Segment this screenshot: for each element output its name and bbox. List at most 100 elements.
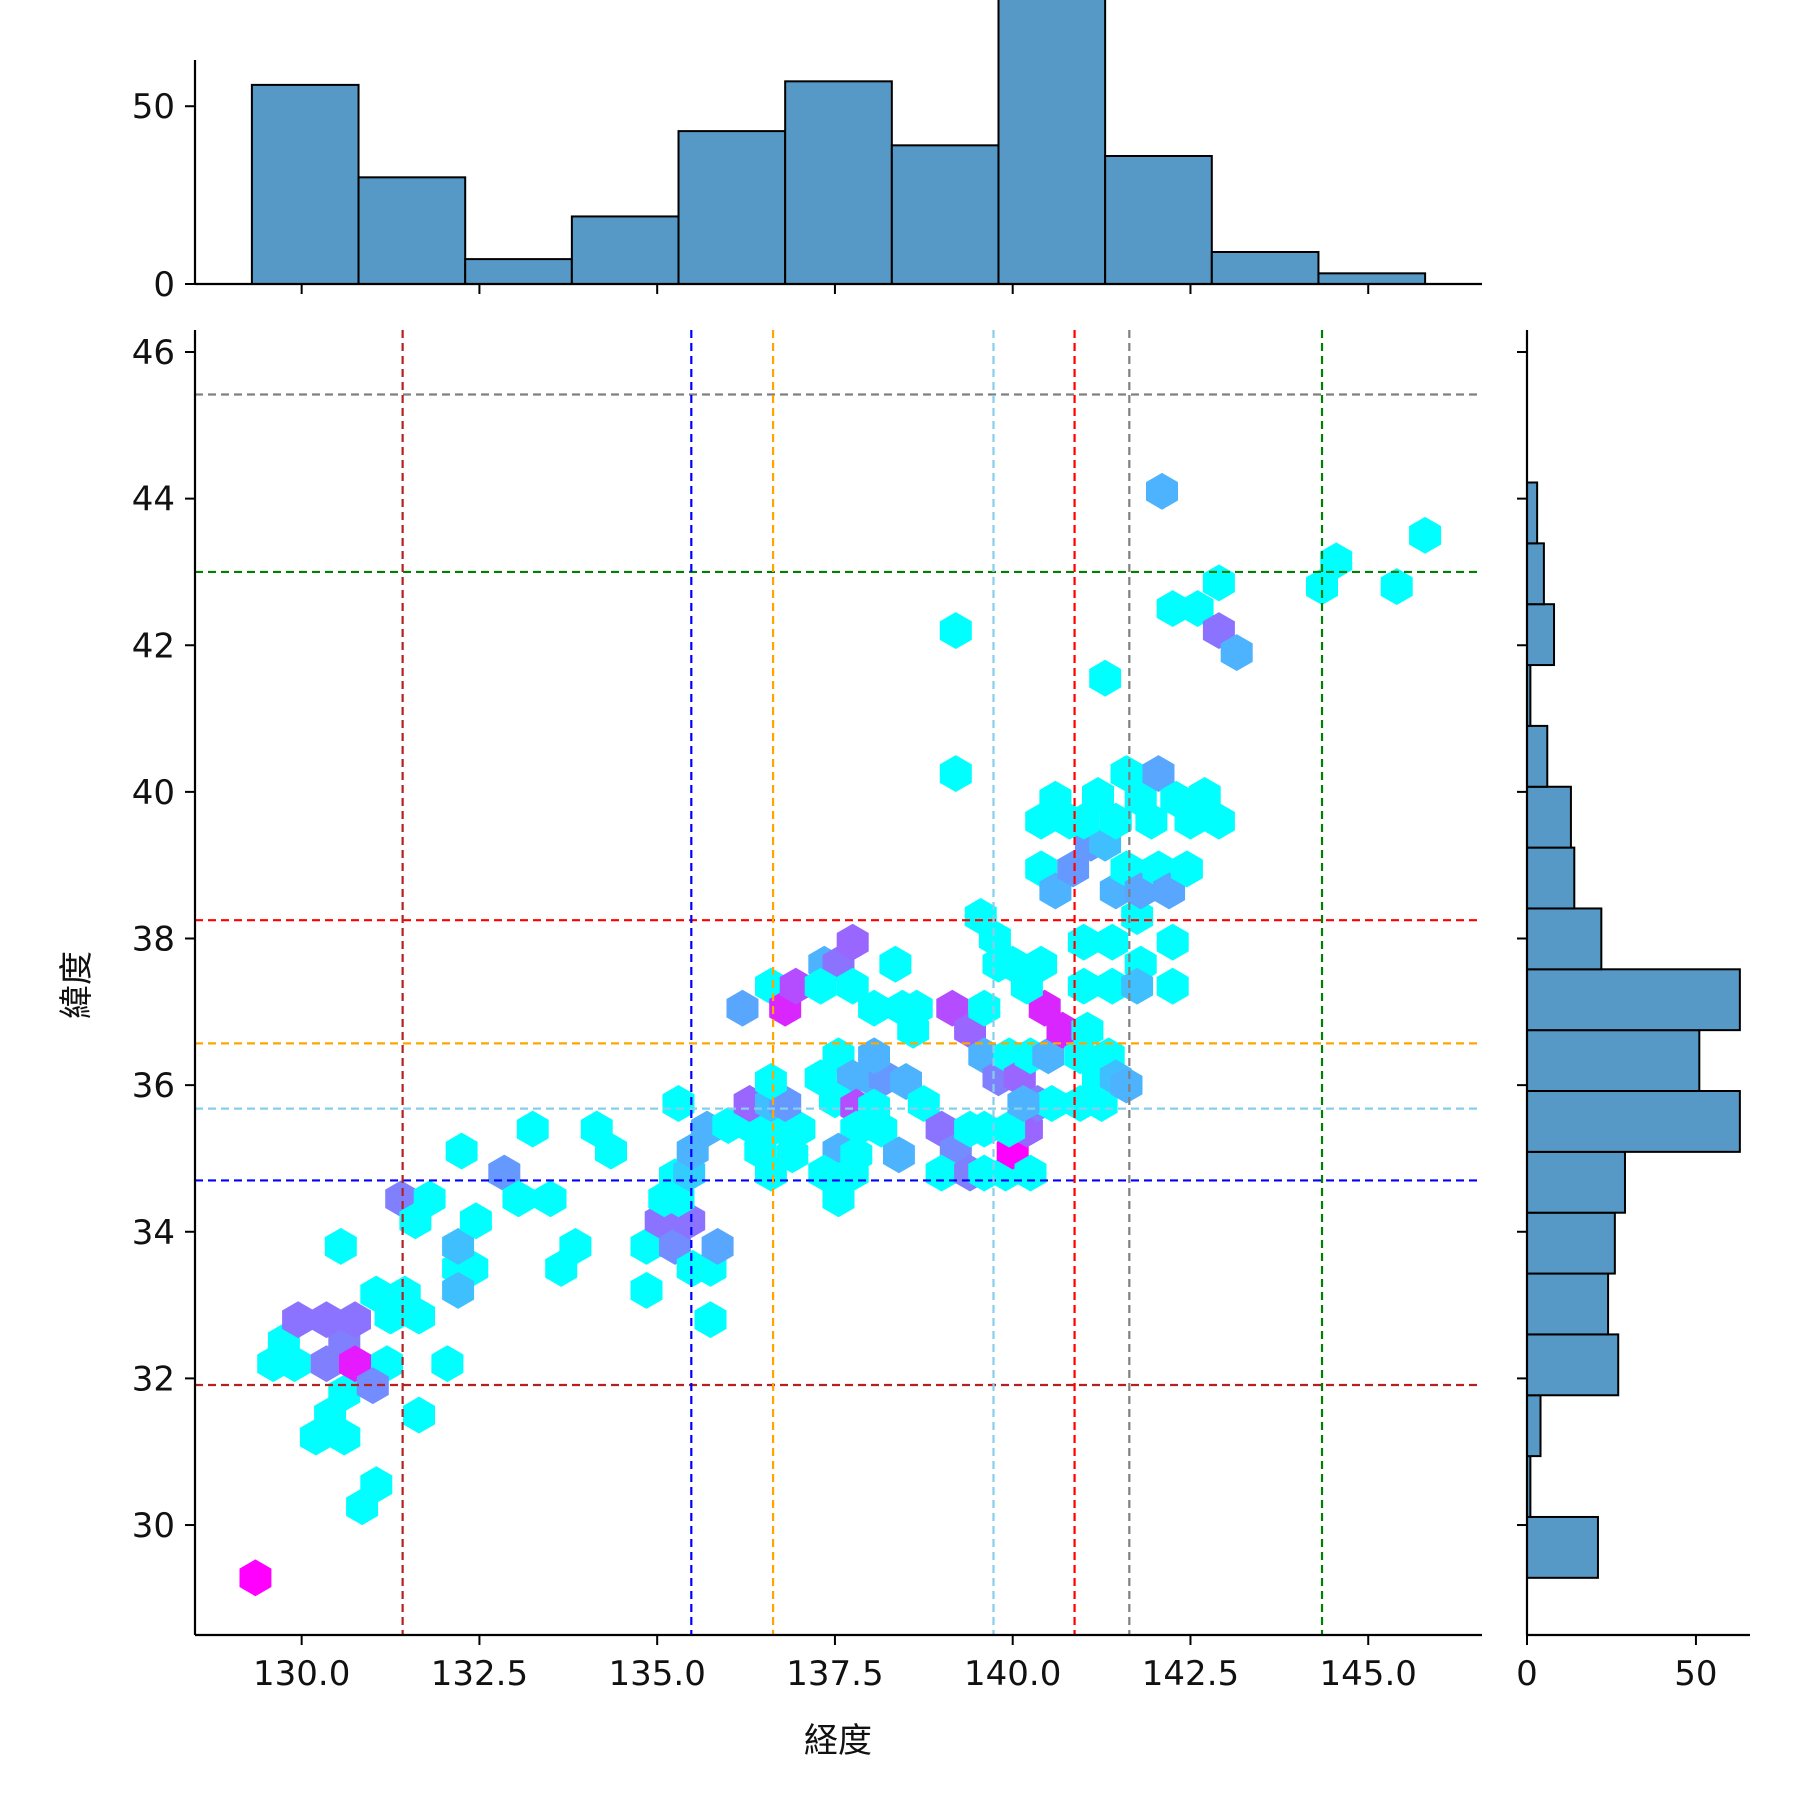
marginal-y-bar [1526,1029,1701,1093]
marginal-x-histogram: 0 50 [132,0,1482,305]
marginal-x-bar [1210,251,1320,285]
hexbin-cell [595,1132,627,1170]
hexbin-cell [338,1345,372,1383]
marginal-y-bar [1526,1150,1626,1214]
marginal-x-y-tick-label: 0 [153,265,175,305]
hexbin-cell [939,612,972,650]
marginal-y-bar [1526,1333,1620,1397]
marginal-y-x-tick-label: 0 [1516,1654,1538,1694]
hexbin-cell [442,1271,475,1309]
hexbin-cell [1007,1085,1040,1122]
joint-axes: 130.0 132.5 135.0 137.5 140.0 142.5 145.0 30 32… [57,330,1482,1761]
hexbin-cell [936,989,969,1027]
marginal-x-bar [1104,155,1213,285]
hexbin-cell [836,967,869,1005]
marginal-x-y-tick-label: 50 [132,87,175,127]
hexbin-layer [239,472,1442,1597]
hexbin-cell [1202,802,1235,840]
marginal-x-bars [250,0,1427,286]
hexbin-cell [804,967,837,1005]
hexbin-cell [239,1559,272,1597]
joint-hexbin-panel: 130.0 132.5 135.0 137.5 140.0 142.5 145.0 30 32… [57,330,1482,1761]
hexbin-cell [1170,850,1203,888]
hexbin-cell [726,989,759,1027]
x-tick-label: 130.0 [253,1654,350,1694]
hexbin-cell [1320,542,1353,580]
hexbin-cell [1202,612,1235,650]
y-tick-label: 36 [132,1066,175,1106]
marginal-x-bar [250,83,360,285]
hexbin-cell [836,923,869,961]
marginal-y-bar [1526,846,1576,910]
marginal-y-x-tick-label: 50 [1674,1654,1717,1694]
hexbin-cell [1220,634,1253,672]
marginal-x-bar [357,176,467,285]
hexbin-cell [324,1227,357,1265]
x-tick-label: 140.0 [964,1654,1061,1694]
hexbin-cell [890,1063,922,1100]
marginal-x-bar [1317,272,1427,286]
marginal-x-ticks: 0 50 [132,87,1370,305]
marginal-y-bar [1526,1211,1616,1275]
x-tick-label: 135.0 [609,1654,706,1694]
hexbin-cell [559,1227,592,1265]
marginal-y-bar [1526,481,1539,545]
marginal-y-histogram: 0 50 [1516,330,1750,1694]
hexbin-cell [502,1180,535,1218]
hexbin-cell [755,1154,787,1192]
marginal-y-bar [1526,1394,1542,1458]
hexbin-cell [1409,516,1442,554]
hexbin-cell [1110,1066,1143,1104]
x-tick-label: 145.0 [1320,1654,1417,1694]
hexbin-cell [1135,802,1168,840]
y-ticks: 30 32 34 36 38 40 42 44 46 [132,333,195,1546]
hexbin-cell [897,1011,930,1049]
marginal-y-bar [1526,907,1603,971]
marginal-y-bar [1526,724,1549,788]
hexbin-cell [939,755,972,793]
hexbin-cell [701,1227,734,1265]
y-tick-label: 42 [132,626,175,666]
hexbin-cell [630,1271,663,1309]
x-ticks: 130.0 132.5 135.0 137.5 140.0 142.5 145.0 [253,1635,1417,1694]
marginal-y-ticks: 0 50 [1516,350,1718,1694]
marginal-y-bars [1526,481,1741,1579]
hexbin-cell [1202,564,1235,602]
hexbin-cell [1096,923,1129,961]
hexbin-cell [1156,967,1189,1005]
hexbin-cell [1089,659,1122,697]
hexbin-cell [1181,590,1214,628]
hexbin-cell [534,1180,567,1218]
hexbin-cell [755,1063,787,1100]
marginal-y-bar [1526,1272,1610,1336]
marginal-y-bar [1526,542,1545,606]
marginal-x-bar [464,258,573,286]
hexbin-cell [1082,777,1114,814]
marginal-x-bar [997,0,1107,285]
y-tick-label: 40 [132,773,175,813]
y-axis-label: 緯度 [57,951,97,1019]
hexbin-cell [1014,1154,1047,1192]
marginal-y-bar [1526,603,1556,667]
marginal-y-bar [1526,1090,1741,1153]
y-tick-label: 30 [132,1506,175,1546]
x-tick-label: 132.5 [431,1654,528,1694]
hexbin-cell [431,1345,464,1383]
hexbin-cell [338,1301,372,1339]
x-tick-label: 137.5 [786,1654,883,1694]
hexbin-cell [968,989,1001,1027]
y-tick-label: 34 [132,1213,175,1253]
marginal-y-bar [1526,785,1572,849]
hexbin-cell [879,945,912,983]
x-axis-label: 経度 [804,1721,872,1761]
y-tick-label: 46 [132,333,175,373]
marginal-y-bar [1526,1515,1599,1579]
marginal-x-bar [677,130,787,285]
hexbin-cell [836,1154,869,1192]
hexbin-cell [1025,945,1058,983]
hexbin-cell [1156,923,1189,961]
marginal-x-bar [890,144,1000,285]
hexbin-cell [459,1202,492,1240]
